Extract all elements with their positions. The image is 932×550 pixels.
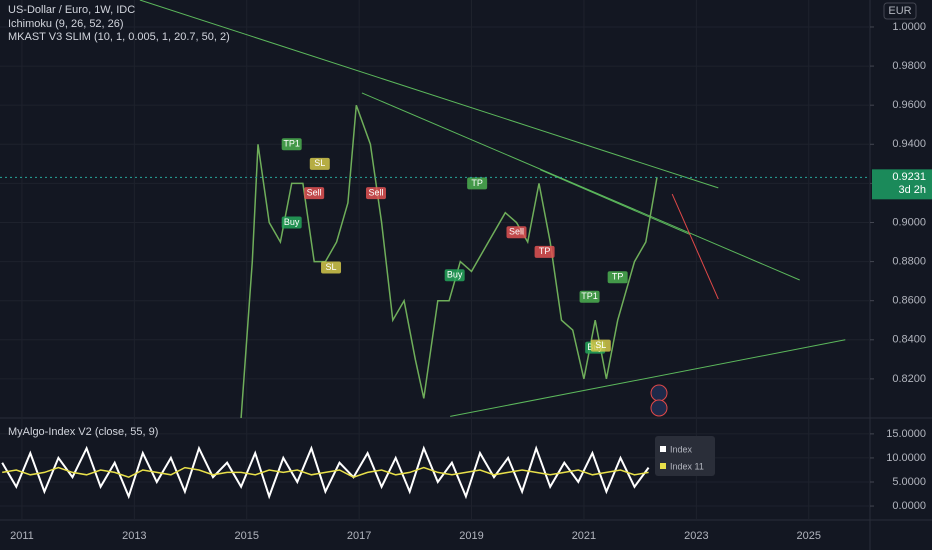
- x-tick-label: 2021: [572, 530, 596, 542]
- annotation: TP: [471, 178, 483, 188]
- annotation: Sell: [509, 227, 524, 237]
- trend-line: [539, 169, 691, 236]
- x-tick-label: 2019: [459, 530, 483, 542]
- y-tick-label: 0.9600: [892, 99, 926, 111]
- annotation-bg: [444, 269, 465, 282]
- trend-line: [450, 339, 846, 417]
- x-tick-label: 2013: [122, 530, 146, 542]
- plot-layer: 0.82000.84000.86000.88000.90000.92000.94…: [0, 0, 926, 542]
- trend-line: [361, 92, 800, 281]
- trend-line: [139, 0, 719, 189]
- legend-swatch: [660, 463, 666, 469]
- y-tick-label: 5.0000: [892, 476, 926, 488]
- annotation-bg: [365, 187, 386, 200]
- indicator-label: MKAST V3 SLIM (10, 1, 0.005, 1, 20.7, 50…: [8, 31, 230, 43]
- countdown: 3d 2h: [898, 184, 926, 196]
- price-badge: [872, 169, 932, 200]
- y-tick-label: 0.8200: [892, 373, 926, 385]
- event-icon[interactable]: [650, 399, 668, 417]
- annotation: TP1: [283, 139, 300, 149]
- annotation-bg: [321, 261, 342, 274]
- annotation: TP: [539, 246, 551, 256]
- annotation: Sell: [368, 188, 383, 198]
- chart-title: US-Dollar / Euro, 1W, IDC: [8, 4, 135, 16]
- price-label: 0.9231: [892, 171, 926, 183]
- y-tick-label: 0.8600: [892, 295, 926, 307]
- y-tick-label: 0.9400: [892, 138, 926, 150]
- legend-box: [655, 436, 715, 476]
- currency-badge[interactable]: [883, 2, 917, 20]
- legend-label: Index 11: [670, 461, 704, 471]
- price-line: [240, 104, 658, 419]
- y-tick-label: 0.0000: [892, 500, 926, 512]
- annotation: TP1: [581, 291, 598, 301]
- y-tick-label: 15.0000: [886, 428, 926, 440]
- annotation-bg: [590, 339, 611, 352]
- x-tick-label: 2011: [10, 530, 34, 542]
- annotation-bg: [506, 226, 527, 239]
- trend-line: [671, 193, 719, 300]
- x-tick-label: 2015: [234, 530, 258, 542]
- oscillator-title: MyAlgo-Index V2 (close, 55, 9): [8, 426, 158, 438]
- y-tick-label: 10.0000: [886, 452, 926, 464]
- legend-label: Index: [670, 444, 693, 454]
- y-tick-label: 0.9000: [892, 216, 926, 228]
- annotation-bg: [467, 177, 488, 190]
- annotation-bg: [281, 216, 302, 229]
- annotation-bg: [579, 290, 600, 303]
- legend-swatch: [660, 446, 666, 452]
- y-tick-label: 0.9800: [892, 60, 926, 72]
- y-tick-label: 0.8800: [892, 255, 926, 267]
- annotation-bg: [304, 187, 325, 200]
- annotation-bg: [607, 271, 628, 284]
- annotation-bg: [534, 245, 555, 258]
- x-tick-label: 2023: [684, 530, 708, 542]
- event-icon[interactable]: [650, 384, 668, 402]
- annotation: Sell: [307, 188, 322, 198]
- annotation: TP: [612, 272, 624, 282]
- annotation: SL: [326, 262, 337, 272]
- y-tick-label: 1.0000: [892, 21, 926, 33]
- annotation-bg: [309, 157, 330, 170]
- currency: EUR: [888, 5, 911, 17]
- x-tick-label: 2017: [347, 530, 371, 542]
- annotation: SL: [314, 158, 325, 168]
- annotation: Buy: [284, 217, 300, 227]
- series-line: [1, 445, 650, 500]
- annotation: SL: [595, 340, 606, 350]
- annotation-bg: [281, 138, 302, 151]
- y-tick-label: 0.8400: [892, 334, 926, 346]
- annotation: Buy: [447, 270, 463, 280]
- x-tick-label: 2025: [796, 530, 820, 542]
- series-line: [2, 466, 649, 479]
- indicator-label: Ichimoku (9, 26, 52, 26): [8, 18, 124, 30]
